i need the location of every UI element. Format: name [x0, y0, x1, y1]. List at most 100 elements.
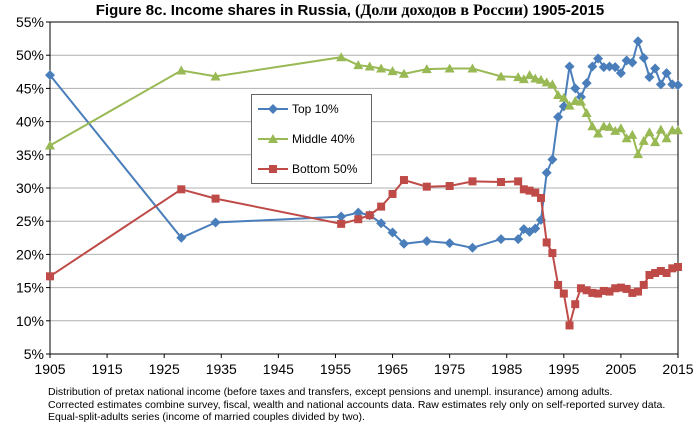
chart-title: Figure 8c. Income shares in Russia, (Дол… [0, 2, 700, 20]
data-point [611, 284, 620, 293]
data-point [45, 140, 55, 150]
series-middle40 [45, 52, 683, 159]
data-point [531, 188, 540, 197]
data-point [639, 280, 648, 289]
data-point [541, 167, 552, 178]
data-point [627, 129, 638, 139]
series-layer [45, 36, 683, 330]
note-line-1: Distribution of pretax national income (… [48, 386, 613, 398]
data-point [628, 288, 637, 297]
data-point [581, 78, 592, 89]
data-point [398, 68, 409, 78]
data-point [661, 68, 672, 79]
data-point [634, 287, 643, 296]
x-tick-label: 1935 [206, 361, 237, 377]
chart-title-years: 1905-2015 [532, 2, 605, 19]
legend-label-bottom50: Bottom 50% [292, 162, 358, 176]
data-point [554, 280, 563, 289]
data-point [536, 193, 545, 202]
data-point [353, 207, 364, 218]
data-point [571, 300, 580, 309]
data-point [599, 286, 608, 295]
data-point [46, 272, 54, 281]
x-tick-label: 1975 [434, 361, 465, 377]
legend-swatch-top10 [258, 104, 288, 114]
plot-frame [49, 21, 679, 355]
data-point [422, 182, 431, 191]
data-point [336, 52, 347, 62]
legend-swatch-middle40 [258, 134, 288, 143]
data-point [519, 185, 528, 194]
data-point [564, 61, 575, 72]
data-point [535, 74, 546, 84]
data-point [627, 57, 638, 68]
data-point [668, 264, 677, 273]
data-point [593, 53, 604, 64]
data-point [547, 79, 558, 89]
data-point [575, 96, 586, 106]
data-point [633, 149, 644, 159]
data-point [621, 133, 632, 143]
data-point [604, 61, 615, 72]
legend-swatch-bottom50 [258, 165, 288, 173]
data-point [604, 121, 615, 131]
legend: Top 10% Middle 40% Bottom 50% [251, 94, 372, 184]
chart-title-prefix: Figure 8c. Income shares in Russia, [95, 2, 351, 19]
data-point [616, 283, 625, 292]
data-point [518, 74, 529, 84]
data-point [444, 238, 455, 249]
data-point [497, 178, 506, 187]
data-point [365, 211, 374, 220]
data-point [467, 63, 478, 73]
data-point [587, 61, 598, 72]
data-point [656, 267, 665, 275]
data-point [565, 321, 574, 330]
legend-label-top10: Top 10% [292, 102, 339, 116]
data-point [525, 186, 534, 195]
legend-label-middle40: Middle 40% [292, 132, 355, 146]
data-point [576, 284, 585, 293]
y-tick-label: 20% [16, 246, 44, 262]
data-point [387, 227, 398, 238]
data-point [524, 70, 535, 80]
note-line-2: Corrected estimates combine survey, fisc… [48, 398, 666, 411]
data-point [644, 127, 655, 137]
data-point [496, 71, 507, 81]
data-point [513, 234, 524, 245]
data-point [337, 219, 346, 228]
note-line-3: Equal-split-adults series (income of mar… [48, 411, 365, 423]
x-tick-label: 1945 [263, 361, 294, 377]
y-tick-label: 50% [16, 47, 44, 63]
data-point [421, 64, 432, 74]
data-point [376, 63, 387, 73]
x-tick-label: 1985 [491, 361, 522, 377]
series-top10 [45, 36, 683, 253]
data-point [650, 137, 661, 147]
chart-title-russian: (Доли доходов в России) [355, 2, 529, 19]
series-bottom50-line [49, 178, 679, 326]
data-point [570, 83, 581, 94]
data-point [615, 123, 626, 133]
x-tick-label: 1955 [320, 361, 351, 377]
data-point [210, 217, 221, 228]
y-tick-label: 30% [16, 180, 44, 196]
data-point [530, 73, 541, 83]
y-tick-label: 55% [16, 14, 44, 30]
data-point [541, 77, 552, 87]
x-tick-label: 2005 [605, 361, 636, 377]
axes: 5% 10% 15% 20% 25% 30% 35% 40% 45% 50% 55% 1905 1915… [16, 14, 694, 377]
data-point [514, 177, 523, 186]
data-point [581, 107, 592, 117]
data-point [582, 286, 591, 295]
data-point [667, 79, 678, 90]
data-point [211, 194, 220, 203]
x-tick-label: 1925 [149, 361, 180, 377]
data-point [593, 128, 604, 138]
data-point [559, 289, 568, 298]
data-point [564, 100, 575, 110]
y-tick-label: 15% [16, 280, 44, 296]
data-point [610, 125, 621, 135]
data-point [444, 63, 455, 73]
data-point [655, 124, 666, 134]
y-tick-label: 40% [16, 114, 44, 130]
